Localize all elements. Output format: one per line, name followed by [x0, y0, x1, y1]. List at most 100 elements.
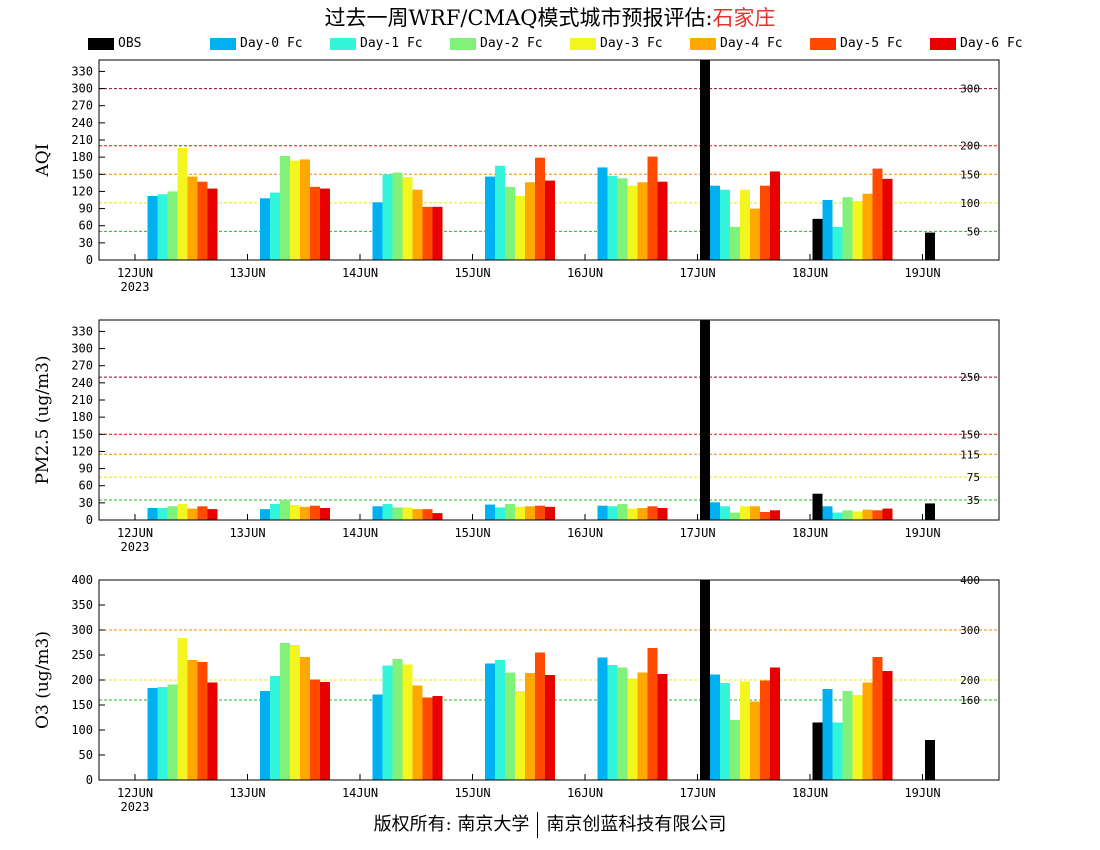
- bar: [495, 507, 505, 520]
- bar: [177, 148, 188, 260]
- x-tick-label: 13JUN: [229, 266, 265, 280]
- bar: [740, 681, 750, 780]
- y-tick-label: 270: [71, 359, 93, 373]
- bar: [710, 674, 720, 780]
- x-tick-label: 18JUN: [792, 526, 828, 540]
- bar: [372, 202, 383, 260]
- y-tick-label: 330: [71, 324, 93, 338]
- threshold-label: 250: [960, 371, 980, 384]
- chart-title-prefix: 过去一周WRF/CMAQ模式城市预报评估:: [324, 6, 713, 30]
- bar: [197, 506, 208, 520]
- bar: [740, 506, 750, 520]
- bar: [637, 672, 648, 780]
- y-tick-label: 150: [71, 167, 93, 181]
- bar: [852, 201, 863, 260]
- bar: [270, 192, 280, 260]
- x-tick-label: 18JUN: [792, 266, 828, 280]
- y-tick-label: 50: [79, 748, 93, 762]
- x-tick-label: 12JUN: [117, 266, 153, 280]
- bar: [270, 676, 280, 780]
- legend-swatch: [210, 38, 236, 50]
- bar: [627, 508, 638, 520]
- x-tick-label: 14JUN: [342, 266, 378, 280]
- bar: [147, 508, 158, 520]
- threshold-label: 100: [960, 197, 980, 210]
- bar: [157, 508, 168, 520]
- bar: [812, 493, 823, 520]
- bar: [770, 171, 780, 260]
- bar: [187, 660, 198, 780]
- bar: [832, 226, 843, 260]
- bar: [657, 508, 668, 520]
- x-tick-label: 15JUN: [454, 526, 490, 540]
- legend-label: Day-2 Fc: [480, 36, 543, 51]
- bar: [382, 504, 393, 520]
- y-tick-label: 330: [71, 64, 93, 78]
- bar: [300, 657, 310, 780]
- bar: [872, 510, 883, 520]
- bar: [862, 509, 873, 520]
- x-tick-label: 15JUN: [454, 266, 490, 280]
- legend-label: Day-4 Fc: [720, 36, 783, 51]
- bar: [657, 674, 668, 780]
- plot-frame: [98, 59, 1000, 261]
- bar: [515, 691, 525, 780]
- bar: [432, 696, 443, 780]
- legend-swatch: [570, 38, 596, 50]
- y-tick-label: 30: [79, 496, 93, 510]
- bar: [422, 697, 433, 780]
- bar: [700, 580, 710, 780]
- x-tick-label: 19JUN: [904, 786, 940, 800]
- bar: [207, 188, 218, 260]
- bar: [822, 689, 833, 780]
- bar: [382, 665, 393, 780]
- bar: [710, 502, 720, 520]
- bar: [925, 503, 935, 520]
- bar: [545, 675, 555, 780]
- bar: [197, 662, 208, 780]
- y-axis-label: PM2.5 (ug/m3): [33, 355, 53, 484]
- bar: [372, 506, 383, 520]
- bar: [832, 722, 843, 780]
- threshold-label: 300: [960, 83, 980, 96]
- threshold-label: 150: [960, 428, 980, 441]
- bar: [535, 157, 545, 260]
- bar: [822, 200, 833, 260]
- bar: [770, 510, 780, 520]
- bar: [597, 167, 608, 260]
- bar: [925, 232, 935, 260]
- legend-swatch: [930, 38, 956, 50]
- y-tick-label: 120: [71, 184, 93, 198]
- bar: [505, 186, 515, 260]
- bar: [657, 181, 668, 260]
- y-tick-label: 240: [71, 116, 93, 130]
- bar: [872, 657, 883, 780]
- x-tick-label: 15JUN: [454, 786, 490, 800]
- bar: [382, 174, 393, 260]
- bar: [627, 185, 638, 260]
- bar: [525, 182, 535, 260]
- bar: [740, 189, 750, 260]
- threshold-label: 160: [960, 694, 980, 707]
- chart-title: 过去一周WRF/CMAQ模式城市预报评估:石家庄: [0, 2, 1100, 32]
- x-tick-label: 19JUN: [904, 266, 940, 280]
- bar: [925, 740, 935, 780]
- bar: [720, 506, 730, 520]
- y-tick-label: 200: [71, 673, 93, 687]
- bar: [597, 505, 608, 520]
- bar: [290, 645, 300, 780]
- bar: [422, 206, 433, 260]
- bar: [207, 682, 218, 780]
- x-tick-label: 16JUN: [567, 786, 603, 800]
- bar: [392, 172, 403, 260]
- x-tick-label: 14JUN: [342, 526, 378, 540]
- x-tick-label: 19JUN: [904, 526, 940, 540]
- bar: [750, 701, 760, 780]
- footer-right: 南京创蓝科技有限公司: [546, 814, 727, 835]
- bar: [270, 504, 280, 520]
- bar: [862, 193, 873, 260]
- bar: [187, 176, 198, 260]
- bar: [617, 667, 628, 780]
- bar: [730, 720, 740, 780]
- bar: [720, 683, 730, 780]
